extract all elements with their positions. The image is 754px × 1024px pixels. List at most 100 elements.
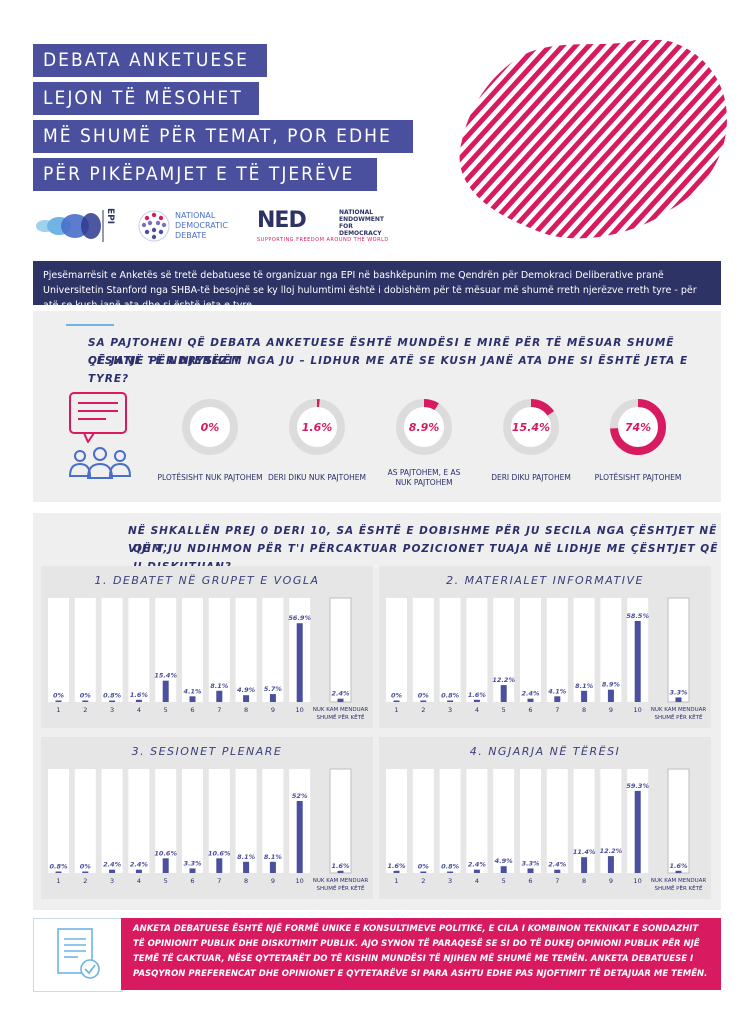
chart-title: 2. MATERIALET INFORMATIVE (446, 574, 644, 587)
category-label: 2 (421, 877, 425, 885)
bar-background (386, 769, 407, 873)
bar-value-label: 0.8% (49, 863, 68, 871)
donut-arc (289, 399, 345, 455)
donut-percent: 1.6% (302, 421, 333, 434)
blob-stripe (504, 40, 710, 239)
donut-percent: 15.4% (512, 421, 550, 434)
bar-background (439, 598, 461, 702)
bar-value-label: 10.6% (208, 849, 231, 857)
bar (243, 861, 250, 873)
bar-value-label: 8.1% (237, 853, 256, 861)
category-label: 6 (190, 706, 194, 714)
category-label: 2 (83, 706, 87, 714)
title-line-1: DEBATA ANKETUESE (33, 44, 267, 77)
category-label: 3 (110, 877, 114, 885)
category-label: 9 (271, 877, 275, 885)
blob-stripe (647, 40, 727, 239)
bar-background (386, 598, 407, 702)
bar (473, 699, 480, 702)
bar-value-label: 1.6% (130, 691, 149, 699)
bar (82, 700, 89, 702)
document-check-icon-box (33, 918, 123, 992)
bar-value-label: 0.8% (441, 692, 460, 700)
bar-value-label: 1.6% (387, 862, 406, 870)
chart-title: 3. SESIONET PLENARE (131, 745, 283, 758)
bar-background (128, 598, 150, 702)
bar (296, 801, 303, 873)
bar (500, 685, 507, 702)
bar (189, 696, 196, 702)
category-label: NUK KAM MENDUAR (651, 707, 707, 713)
category-label: NUK KAM MENDUAR (313, 878, 369, 884)
blob-stripe (725, 40, 727, 239)
bar-value-label: 0% (80, 863, 92, 871)
bar-value-label: 15.4% (154, 672, 177, 680)
bar-value-label: 56.9% (288, 614, 311, 622)
bar-background (235, 598, 257, 702)
bar-background (439, 769, 461, 873)
bar (162, 680, 169, 702)
bar-value-label: 12.2% (492, 676, 515, 684)
bar-value-label: 3.3% (669, 688, 688, 696)
donut-percent: 0% (201, 421, 220, 434)
bar-background (667, 597, 690, 703)
bar-value-label: 8.1% (210, 682, 229, 690)
bar (109, 869, 116, 873)
bar (527, 698, 534, 702)
blob-stripe (582, 40, 727, 239)
category-label: 1 (56, 706, 60, 714)
category-label: 9 (609, 706, 613, 714)
bar-background (600, 769, 622, 873)
category-label: 10 (296, 877, 304, 885)
bar-background (573, 598, 595, 702)
bar-value-label: 0% (418, 692, 430, 700)
category-label: SHUMË PËR KËTË (655, 885, 703, 892)
ned-logo: NED NATIONAL ENDOWMENT FOR DEMOCRACY SUP… (257, 206, 392, 246)
bar (337, 698, 344, 702)
blob-stripe (465, 40, 671, 239)
bar-value-label: 2.4% (521, 690, 540, 698)
category-label: 7 (217, 877, 221, 885)
bar-value-label: 58.5% (626, 612, 649, 620)
category-label: 4 (137, 877, 141, 885)
bar-value-label: 2.4% (130, 861, 149, 869)
category-label: 3 (448, 877, 452, 885)
bar-background (493, 769, 515, 873)
bar-value-label: 0.8% (103, 692, 122, 700)
blob-stripe (608, 40, 727, 239)
blob-stripe (569, 40, 727, 239)
bar-background (520, 598, 541, 702)
bar (393, 870, 400, 873)
bar-background (520, 769, 541, 873)
category-label: SHUMË PËR KËTË (317, 714, 365, 721)
category-label: 5 (164, 706, 168, 714)
bar-value-label: 1.6% (331, 862, 350, 870)
bar-value-label: 2.4% (548, 861, 567, 869)
bar-chart-plot: 0% 1 0% 2 0.8% 3 1.6% 4 15.4% 5 4.1% 6 8.1% 7 4.9% 8 5.7… (48, 597, 368, 721)
bar (500, 866, 507, 873)
bar-background (101, 598, 123, 702)
footer-text: ANKETA DEBATUESE ËSHTË NJË FORMË UNIKE E… (121, 918, 721, 990)
category-label: 6 (528, 706, 532, 714)
bar (82, 871, 89, 873)
bar-background (48, 598, 69, 702)
blob-stripe (530, 40, 727, 239)
category-label: 10 (634, 706, 642, 714)
blob-stripe (459, 40, 619, 239)
category-label: SHUMË PËR KËTË (317, 885, 365, 892)
bar (607, 856, 614, 873)
bar-background (493, 598, 515, 702)
category-label: 1 (394, 877, 398, 885)
bar-background (235, 769, 257, 873)
bar (55, 871, 62, 873)
epi-logo: EPI (33, 206, 118, 246)
bar (216, 690, 223, 702)
ned-logo-name: NATIONAL ENDOWMENT FOR DEMOCRACY (339, 209, 385, 237)
category-label: 5 (502, 877, 506, 885)
category-label: 8 (244, 877, 248, 885)
bar-background (155, 598, 177, 702)
donut-label: PLOTËSISHT NUK PAJTOHEM (157, 473, 263, 482)
bar-value-label: 3.3% (521, 859, 540, 867)
agreement-donut: 15.4% (503, 399, 559, 455)
bar-chart: 1. DEBATET NË GRUPET E VOGLA 0% 1 0% 2 0.8% 3 1… (41, 566, 373, 728)
